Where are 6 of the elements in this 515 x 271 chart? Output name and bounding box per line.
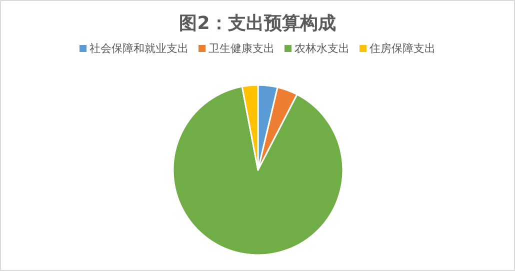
pie-slice	[172, 86, 344, 256]
chart-title: 图2：支出预算构成	[179, 13, 336, 34]
legend-label: 社会保障和就业支出	[90, 42, 188, 55]
legend-label: 卫生健康支出	[208, 42, 274, 55]
legend-label: 农林水支出	[294, 42, 350, 55]
legend-label: 住房保障支出	[370, 42, 436, 55]
